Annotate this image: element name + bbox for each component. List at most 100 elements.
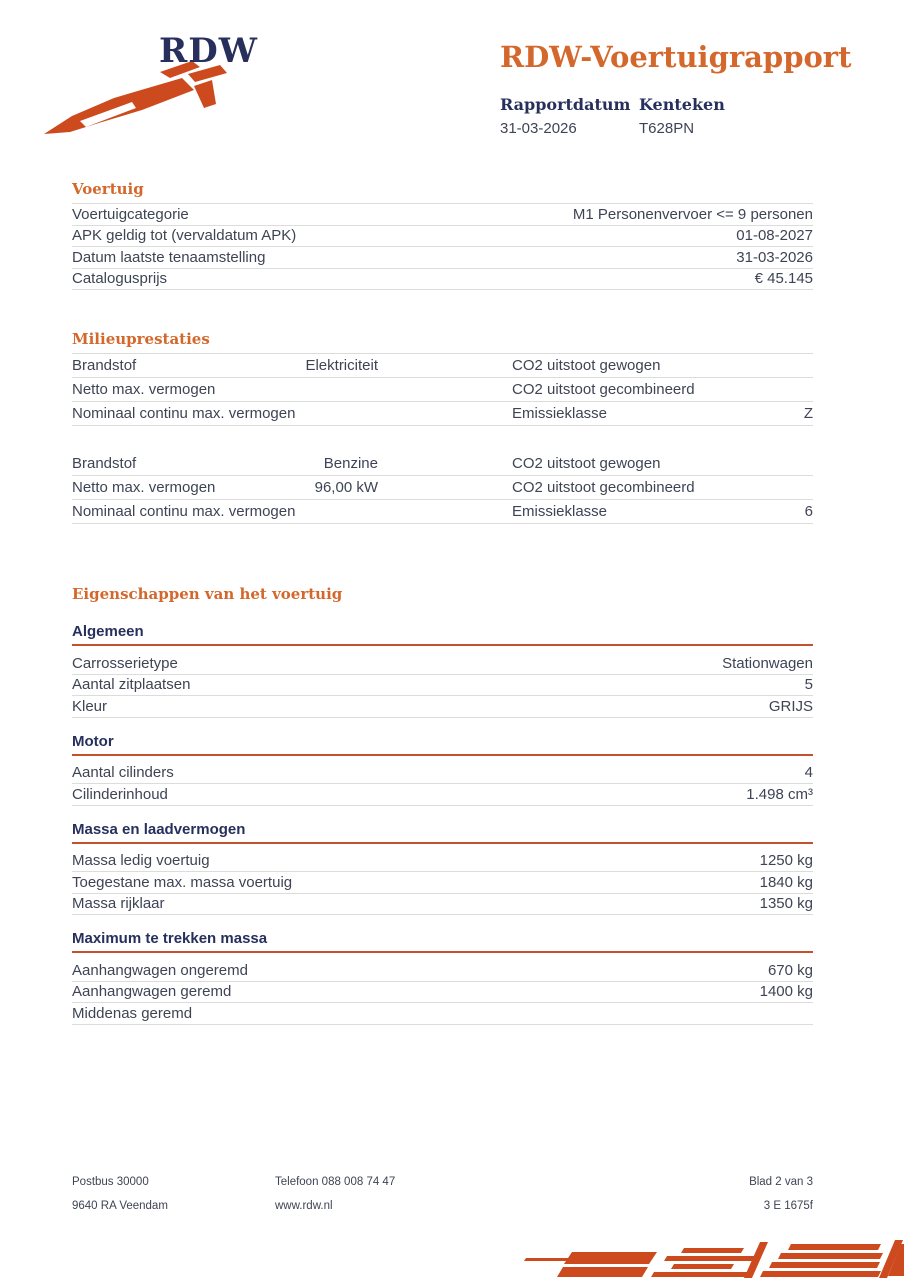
milieu-block-petrol: Brandstof Benzine CO2 uitstoot gewogen Ne… xyxy=(72,452,813,524)
row-label: Cilinderinhoud xyxy=(72,785,168,803)
row-value: 670 kg xyxy=(767,961,813,979)
row-label: Middenas geremd xyxy=(72,1004,193,1022)
subsection-motor-title: Motor xyxy=(72,733,813,756)
table-row: Nominaal continu max. vermogen Emissiekl… xyxy=(72,402,813,426)
subsection-maximum-te-trekken-massa: Maximum te trekken massa Aanhangwagen on… xyxy=(72,930,813,1025)
row-label: Aanhangwagen geremd xyxy=(72,983,232,1001)
license-plate-value: T628PN xyxy=(639,120,695,137)
footer-page-info: Blad 2 van 3 3 E 1675f xyxy=(749,1170,813,1218)
table-row: Aanhangwagen geremd 1400 kg xyxy=(72,982,813,1003)
row-value: 5 xyxy=(804,676,813,694)
subsection-motor: Motor Aantal cilinders 4 Cilinderinhoud … xyxy=(72,733,813,806)
footer-address-line2: 9640 RA Veendam xyxy=(72,1200,168,1212)
subsection-massa-en-laadvermogen: Massa en laadvermogen Massa ledig voertu… xyxy=(72,821,813,915)
rdw-logo-wing-icon xyxy=(44,61,227,134)
license-plate-block: Kenteken T628PN xyxy=(639,95,725,137)
row-value: Stationwagen xyxy=(722,654,813,672)
row-value: GRIJS xyxy=(768,697,813,715)
footer-page-indicator: Blad 2 van 3 xyxy=(749,1176,813,1188)
row-label: Emissieklasse xyxy=(512,405,608,422)
row-label: Voertuigcategorie xyxy=(72,205,189,223)
page-title: RDW-Voertuigrapport xyxy=(500,40,852,74)
row-value: 1350 kg xyxy=(759,895,813,913)
table-row: Toegestane max. massa voertuig 1840 kg xyxy=(72,872,813,894)
row-value: M1 Personenvervoer <= 9 personen xyxy=(572,205,813,223)
row-label: Catalogusprijs xyxy=(72,270,168,288)
section-eigenschappen-title: Eigenschappen van het voertuig xyxy=(72,585,343,603)
footer-phone: Telefoon 088 008 74 47 xyxy=(275,1176,396,1188)
row-value: 1840 kg xyxy=(759,873,813,891)
row-value: 1.498 cm³ xyxy=(746,785,813,803)
footer-address: Postbus 30000 9640 RA Veendam xyxy=(72,1170,275,1218)
report-meta: Rapportdatum 31-03-2026 Kenteken T628PN xyxy=(500,95,725,137)
row-label: Aanhangwagen ongeremd xyxy=(72,961,248,979)
subsection-massa-title: Massa en laadvermogen xyxy=(72,821,813,844)
row-label: Carrosserietype xyxy=(72,654,178,672)
row-value: Benzine xyxy=(323,455,378,472)
row-label: Kleur xyxy=(72,697,108,715)
report-date-value: 31-03-2026 xyxy=(500,120,577,137)
row-value: 1400 kg xyxy=(759,983,813,1001)
table-row: Kleur GRIJS xyxy=(72,696,813,718)
row-value: Elektriciteit xyxy=(305,357,378,374)
section-eigenschappen: Eigenschappen van het voertuig Algemeen … xyxy=(72,585,813,1025)
table-row: Massa ledig voertuig 1250 kg xyxy=(72,851,813,872)
table-row: Brandstof Benzine CO2 uitstoot gewogen xyxy=(72,452,813,476)
table-row: Datum laatste tenaamstelling 31-03-2026 xyxy=(72,247,813,269)
row-label: Massa ledig voertuig xyxy=(72,852,210,870)
table-row: Netto max. vermogen CO2 uitstoot gecombi… xyxy=(72,378,813,402)
row-value: 96,00 kW xyxy=(314,479,378,496)
row-label: Massa rijklaar xyxy=(72,895,165,913)
table-row: Aantal zitplaatsen 5 xyxy=(72,675,813,696)
section-voertuig-title: Voertuig xyxy=(72,180,813,204)
table-row: APK geldig tot (vervaldatum APK) 01-08-2… xyxy=(72,226,813,247)
row-label: CO2 uitstoot gecombineerd xyxy=(512,479,695,496)
row-label: Emissieklasse xyxy=(512,503,608,520)
row-value: Z xyxy=(803,405,813,422)
row-value: 01-08-2027 xyxy=(736,227,813,245)
speed-lines-graphic xyxy=(524,1240,904,1278)
footer-address-line1: Postbus 30000 xyxy=(72,1176,149,1188)
section-milieuprestaties: Milieuprestaties Brandstof Elektriciteit … xyxy=(72,330,813,524)
subsection-trekken-title: Maximum te trekken massa xyxy=(72,930,813,953)
row-value: 31-03-2026 xyxy=(736,248,813,266)
table-row: Cilinderinhoud 1.498 cm³ xyxy=(72,784,813,806)
footer-website: www.rdw.nl xyxy=(275,1200,333,1212)
row-value: 1250 kg xyxy=(759,852,813,870)
row-label: Nominaal continu max. vermogen xyxy=(72,405,296,422)
section-voertuig: Voertuig Voertuigcategorie M1 Personenve… xyxy=(72,180,813,290)
rdw-logo-text: RDW xyxy=(159,31,258,71)
report-date-block: Rapportdatum 31-03-2026 xyxy=(500,95,639,137)
subsection-algemeen-title: Algemeen xyxy=(72,623,813,646)
row-label: Aantal cilinders xyxy=(72,764,174,782)
table-row: Catalogusprijs € 45.145 xyxy=(72,269,813,290)
footer-contact: Telefoon 088 008 74 47 www.rdw.nl xyxy=(275,1170,749,1218)
table-row: Massa rijklaar 1350 kg xyxy=(72,894,813,915)
table-row: Aantal cilinders 4 xyxy=(72,763,813,784)
row-label: Datum laatste tenaamstelling xyxy=(72,248,266,266)
subsection-algemeen: Algemeen Carrosserietype Stationwagen Aa… xyxy=(72,623,813,718)
row-label: Netto max. vermogen xyxy=(72,381,216,398)
row-value: € 45.145 xyxy=(754,270,813,288)
table-row: Voertuigcategorie M1 Personenvervoer <= … xyxy=(72,204,813,226)
row-value: 6 xyxy=(804,503,813,520)
row-label: CO2 uitstoot gecombineerd xyxy=(512,381,695,398)
row-label: Toegestane max. massa voertuig xyxy=(72,873,293,891)
row-label: Aantal zitplaatsen xyxy=(72,676,191,694)
license-plate-label: Kenteken xyxy=(639,95,725,114)
row-label: Brandstof xyxy=(72,455,137,472)
row-label: CO2 uitstoot gewogen xyxy=(512,357,661,374)
row-label: Brandstof xyxy=(72,357,137,374)
footer-form-code: 3 E 1675f xyxy=(763,1200,813,1212)
table-row: Netto max. vermogen 96,00 kW CO2 uitstoot… xyxy=(72,476,813,500)
table-row: Carrosserietype Stationwagen xyxy=(72,653,813,675)
page-footer: Postbus 30000 9640 RA Veendam Telefoon 0… xyxy=(72,1170,813,1218)
milieu-block-electric: Brandstof Elektriciteit CO2 uitstoot gewo… xyxy=(72,354,813,426)
section-milieuprestaties-title: Milieuprestaties xyxy=(72,330,813,354)
table-row: Nominaal continu max. vermogen Emissiekl… xyxy=(72,500,813,524)
report-date-label: Rapportdatum xyxy=(500,95,631,114)
row-label: APK geldig tot (vervaldatum APK) xyxy=(72,227,297,245)
table-row: Middenas geremd xyxy=(72,1003,813,1025)
table-row: Brandstof Elektriciteit CO2 uitstoot gewo… xyxy=(72,354,813,378)
table-row: Aanhangwagen ongeremd 670 kg xyxy=(72,960,813,982)
